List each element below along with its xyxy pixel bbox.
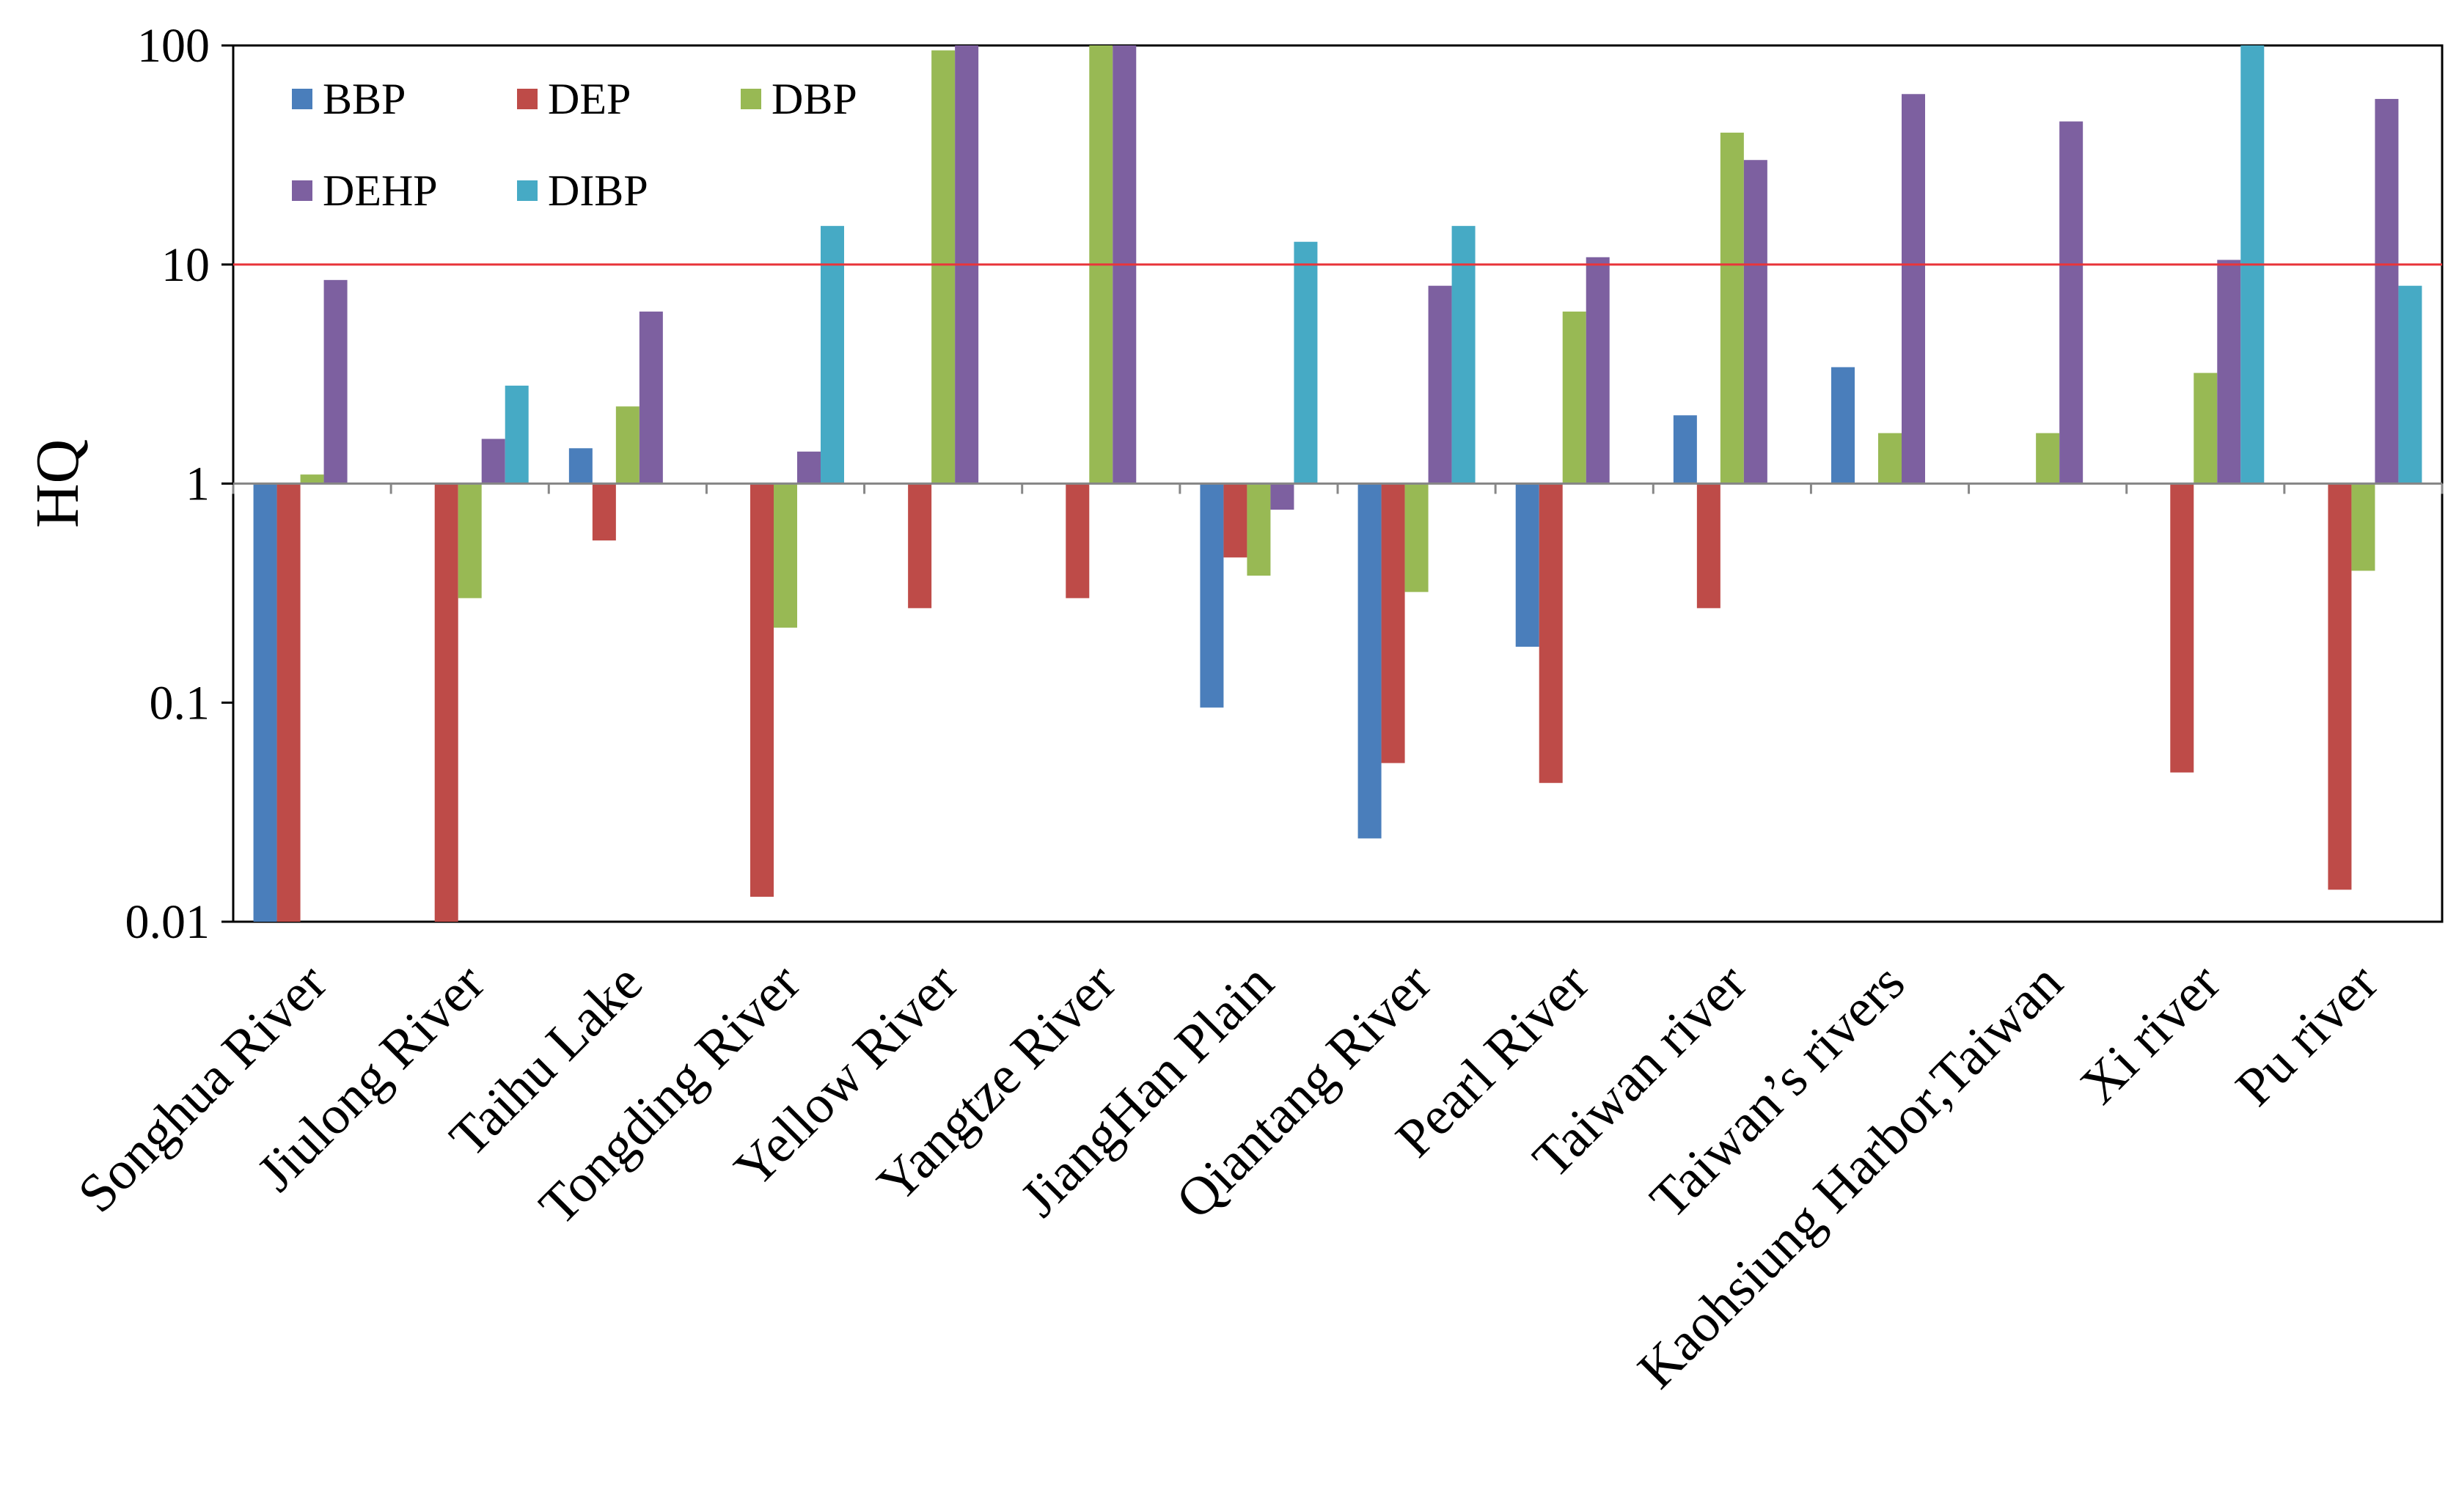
bar-dehp [1428,285,1452,484]
legend-swatch-dibp [517,180,538,201]
bar-dibp [1451,226,1476,484]
bars-layer [253,45,2422,922]
bar-dehp [2375,98,2399,484]
legend-label-bbp: BBP [323,75,406,123]
y-tick-label: 10 [161,238,210,292]
bar-bbp [1200,483,1224,708]
bar-dehp [1586,257,1610,484]
bar-dbp [1562,311,1586,484]
bar-dbp [774,483,797,628]
bar-bbp [1357,483,1382,839]
y-tick-label: 0.01 [125,895,210,949]
bar-dibp [505,385,529,484]
bar-bbp [568,448,593,484]
legend-swatch-bbp [292,89,312,109]
bar-bbp [253,483,277,922]
legend-label-dbp: DBP [772,75,857,123]
y-tick-label: 1 [186,458,210,511]
bar-dehp [797,451,821,484]
bar-dep [1381,483,1405,763]
bar-dehp [1902,94,1925,484]
bar-dep [2170,483,2194,773]
bar-dep [750,483,774,897]
legend-swatch-dbp [741,89,761,109]
x-tick-label: Pu river [2224,953,2389,1118]
bar-dbp [2351,483,2375,571]
bar-dbp [615,406,640,484]
bar-dep [1066,483,1090,598]
bar-dep [908,483,932,609]
bar-dibp [821,226,844,484]
bar-dehp [1270,483,1294,510]
bar-dbp [300,474,324,484]
x-tick-label: Xi river [2069,953,2232,1115]
bar-dep [1696,483,1720,609]
bar-dbp [2036,433,2060,484]
bar-dehp [323,279,348,484]
legend-label-dibp: DIBP [548,166,648,215]
bar-dbp [1404,483,1429,592]
bar-dep [434,483,458,922]
bar-dibp [1294,241,1318,484]
bar-dehp [2059,121,2084,484]
legend-swatch-dep [517,89,538,109]
bar-bbp [1673,415,1697,484]
bar-dbp [1247,483,1271,576]
legend: BBP DEP DBP DEHP DIBP [292,75,857,215]
bar-dbp [2194,373,2218,484]
legend-swatch-dehp [292,180,312,201]
bar-dep [276,483,301,922]
bar-bbp [1515,483,1539,647]
bar-dehp [481,438,505,484]
y-axis-title: HQ [23,439,92,528]
legend-label-dep: DEP [548,75,631,123]
y-tick-label: 100 [137,19,210,73]
bar-dep [1223,483,1247,558]
bar-dehp [1743,160,1767,484]
bar-dbp [931,50,956,484]
bar-dehp [2217,260,2241,484]
legend-label-dehp: DEHP [323,166,438,215]
bar-bbp [1831,367,1855,484]
bar-dbp [1878,433,1902,484]
bar-dbp [458,483,482,598]
bar-dibp [2398,285,2422,484]
bar-dbp [1720,132,1744,484]
bar-dehp [639,311,663,484]
bar-dep [1539,483,1563,783]
bar-dep [2328,483,2352,890]
y-tick-label: 0.1 [150,676,210,730]
bar-dep [592,483,616,541]
